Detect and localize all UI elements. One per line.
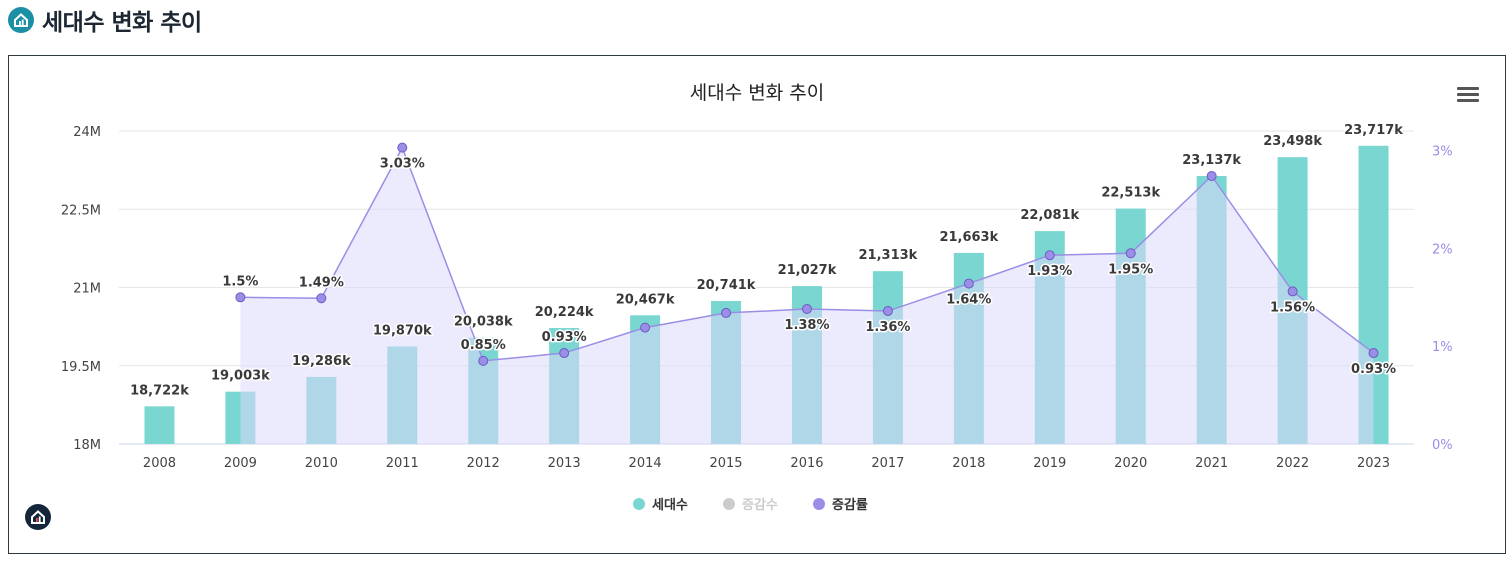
home-chart-icon: [8, 7, 34, 33]
x-tick-label: 2018: [952, 456, 985, 471]
growth-point-2015[interactable]: [721, 307, 732, 318]
x-tick-label: 2023: [1357, 456, 1390, 471]
bar-2008[interactable]: [144, 406, 175, 444]
y-left-tick-label: 21M: [73, 282, 101, 297]
x-tick-label: 2014: [629, 456, 662, 471]
growth-data-label: 1.38%: [784, 318, 829, 333]
growth-data-label: 1.49%: [299, 275, 344, 290]
growth-point-2009[interactable]: [235, 292, 246, 303]
x-tick-label: 2017: [871, 456, 904, 471]
growth-point-2018[interactable]: [963, 278, 974, 289]
growth-point-2013[interactable]: [559, 348, 570, 359]
page-title: 세대수 변화 추이: [42, 10, 202, 36]
x-tick-label: 2022: [1276, 456, 1309, 471]
y-left-tick-label: 18M: [73, 438, 101, 453]
growth-point-2020[interactable]: [1125, 248, 1136, 259]
bar-data-label: 21,027k: [778, 263, 837, 278]
legend-label: 증감률: [832, 498, 868, 513]
growth-data-label: 1.64%: [946, 293, 991, 308]
growth-point-2011[interactable]: [397, 142, 408, 153]
y-right-tick-label: 2%: [1432, 242, 1453, 257]
growth-data-label: 0.85%: [461, 338, 506, 353]
bar-data-label: 21,663k: [939, 230, 998, 245]
bar-data-label: 20,741k: [697, 278, 756, 293]
page-header: 세대수 변화 추이: [8, 4, 202, 36]
growth-point-2019[interactable]: [1044, 250, 1055, 261]
x-tick-label: 2012: [467, 456, 500, 471]
y-left-tick-label: 19.5M: [61, 360, 101, 375]
growth-data-label: 1.93%: [1027, 264, 1072, 279]
legend-item-세대수[interactable]: 세대수: [633, 498, 688, 513]
bar-data-label: 23,717k: [1344, 123, 1403, 138]
growth-data-label: 1.56%: [1270, 300, 1315, 315]
x-tick-label: 2015: [709, 456, 742, 471]
chart-menu-button[interactable]: [1455, 84, 1481, 106]
growth-data-label: 1.95%: [1108, 262, 1153, 277]
growth-point-2023[interactable]: [1368, 348, 1379, 359]
chart-title: 세대수 변화 추이: [690, 82, 824, 104]
x-tick-label: 2019: [1033, 456, 1066, 471]
growth-point-2017[interactable]: [882, 305, 893, 316]
y-right-tick-label: 0%: [1432, 438, 1453, 453]
bar-data-label: 23,498k: [1263, 134, 1322, 149]
bar-data-label: 20,224k: [535, 305, 594, 320]
y-right-tick-label: 1%: [1432, 340, 1453, 355]
x-tick-label: 2016: [790, 456, 823, 471]
growth-data-label: 0.93%: [1351, 362, 1396, 377]
legend-label: 증감수: [742, 498, 778, 513]
legend-label: 세대수: [652, 498, 688, 513]
hamburger-menu-icon: [1457, 87, 1479, 90]
x-tick-label: 2010: [305, 456, 338, 471]
growth-point-2022[interactable]: [1287, 286, 1298, 297]
bar-data-label: 23,137k: [1182, 153, 1241, 168]
growth-point-2010[interactable]: [316, 293, 327, 304]
legend-item-증감률[interactable]: 증감률: [813, 498, 868, 513]
growth-point-2016[interactable]: [801, 304, 812, 315]
bar-data-label: 20,038k: [454, 315, 513, 330]
bar-data-label: 22,513k: [1101, 186, 1160, 201]
growth-point-2012[interactable]: [478, 355, 489, 366]
bar-data-label: 19,286k: [292, 354, 351, 369]
growth-data-label: 3.03%: [380, 157, 425, 172]
x-tick-label: 2011: [386, 456, 419, 471]
x-tick-label: 2008: [143, 456, 176, 471]
x-tick-label: 2009: [224, 456, 257, 471]
legend-marker: [813, 498, 825, 510]
x-tick-label: 2013: [548, 456, 581, 471]
bar-data-label: 22,081k: [1020, 208, 1079, 223]
chart-container: 세대수 변화 추이 18,722k 19,003k 19,286k 19,870k 20…: [8, 55, 1506, 554]
legend-marker: [723, 498, 735, 510]
bar-data-label: 19,870k: [373, 323, 432, 338]
chart-svg: 세대수 변화 추이 18,722k 19,003k 19,286k 19,870k 20…: [61, 82, 1453, 513]
x-tick-label: 2020: [1114, 456, 1147, 471]
growth-area-fill: [240, 147, 1374, 445]
y-left-tick-label: 24M: [73, 125, 101, 140]
bar-data-label: 20,467k: [616, 292, 675, 307]
growth-point-2021[interactable]: [1206, 170, 1217, 181]
bar-data-label: 21,313k: [859, 248, 918, 263]
corner-logo-icon: [25, 504, 51, 530]
growth-point-2014[interactable]: [640, 322, 651, 333]
bar-data-label: 18,722k: [130, 383, 189, 398]
growth-data-label: 0.93%: [542, 330, 587, 345]
x-tick-label: 2021: [1195, 456, 1228, 471]
growth-data-label: 1.5%: [222, 274, 258, 289]
legend-marker: [633, 498, 645, 510]
growth-data-label: 1.36%: [865, 320, 910, 335]
bar-data-label: 19,003k: [211, 369, 270, 384]
y-right-tick-label: 3%: [1432, 145, 1453, 160]
legend-item-증감수[interactable]: 증감수: [723, 498, 778, 513]
y-left-tick-label: 22.5M: [61, 203, 101, 218]
